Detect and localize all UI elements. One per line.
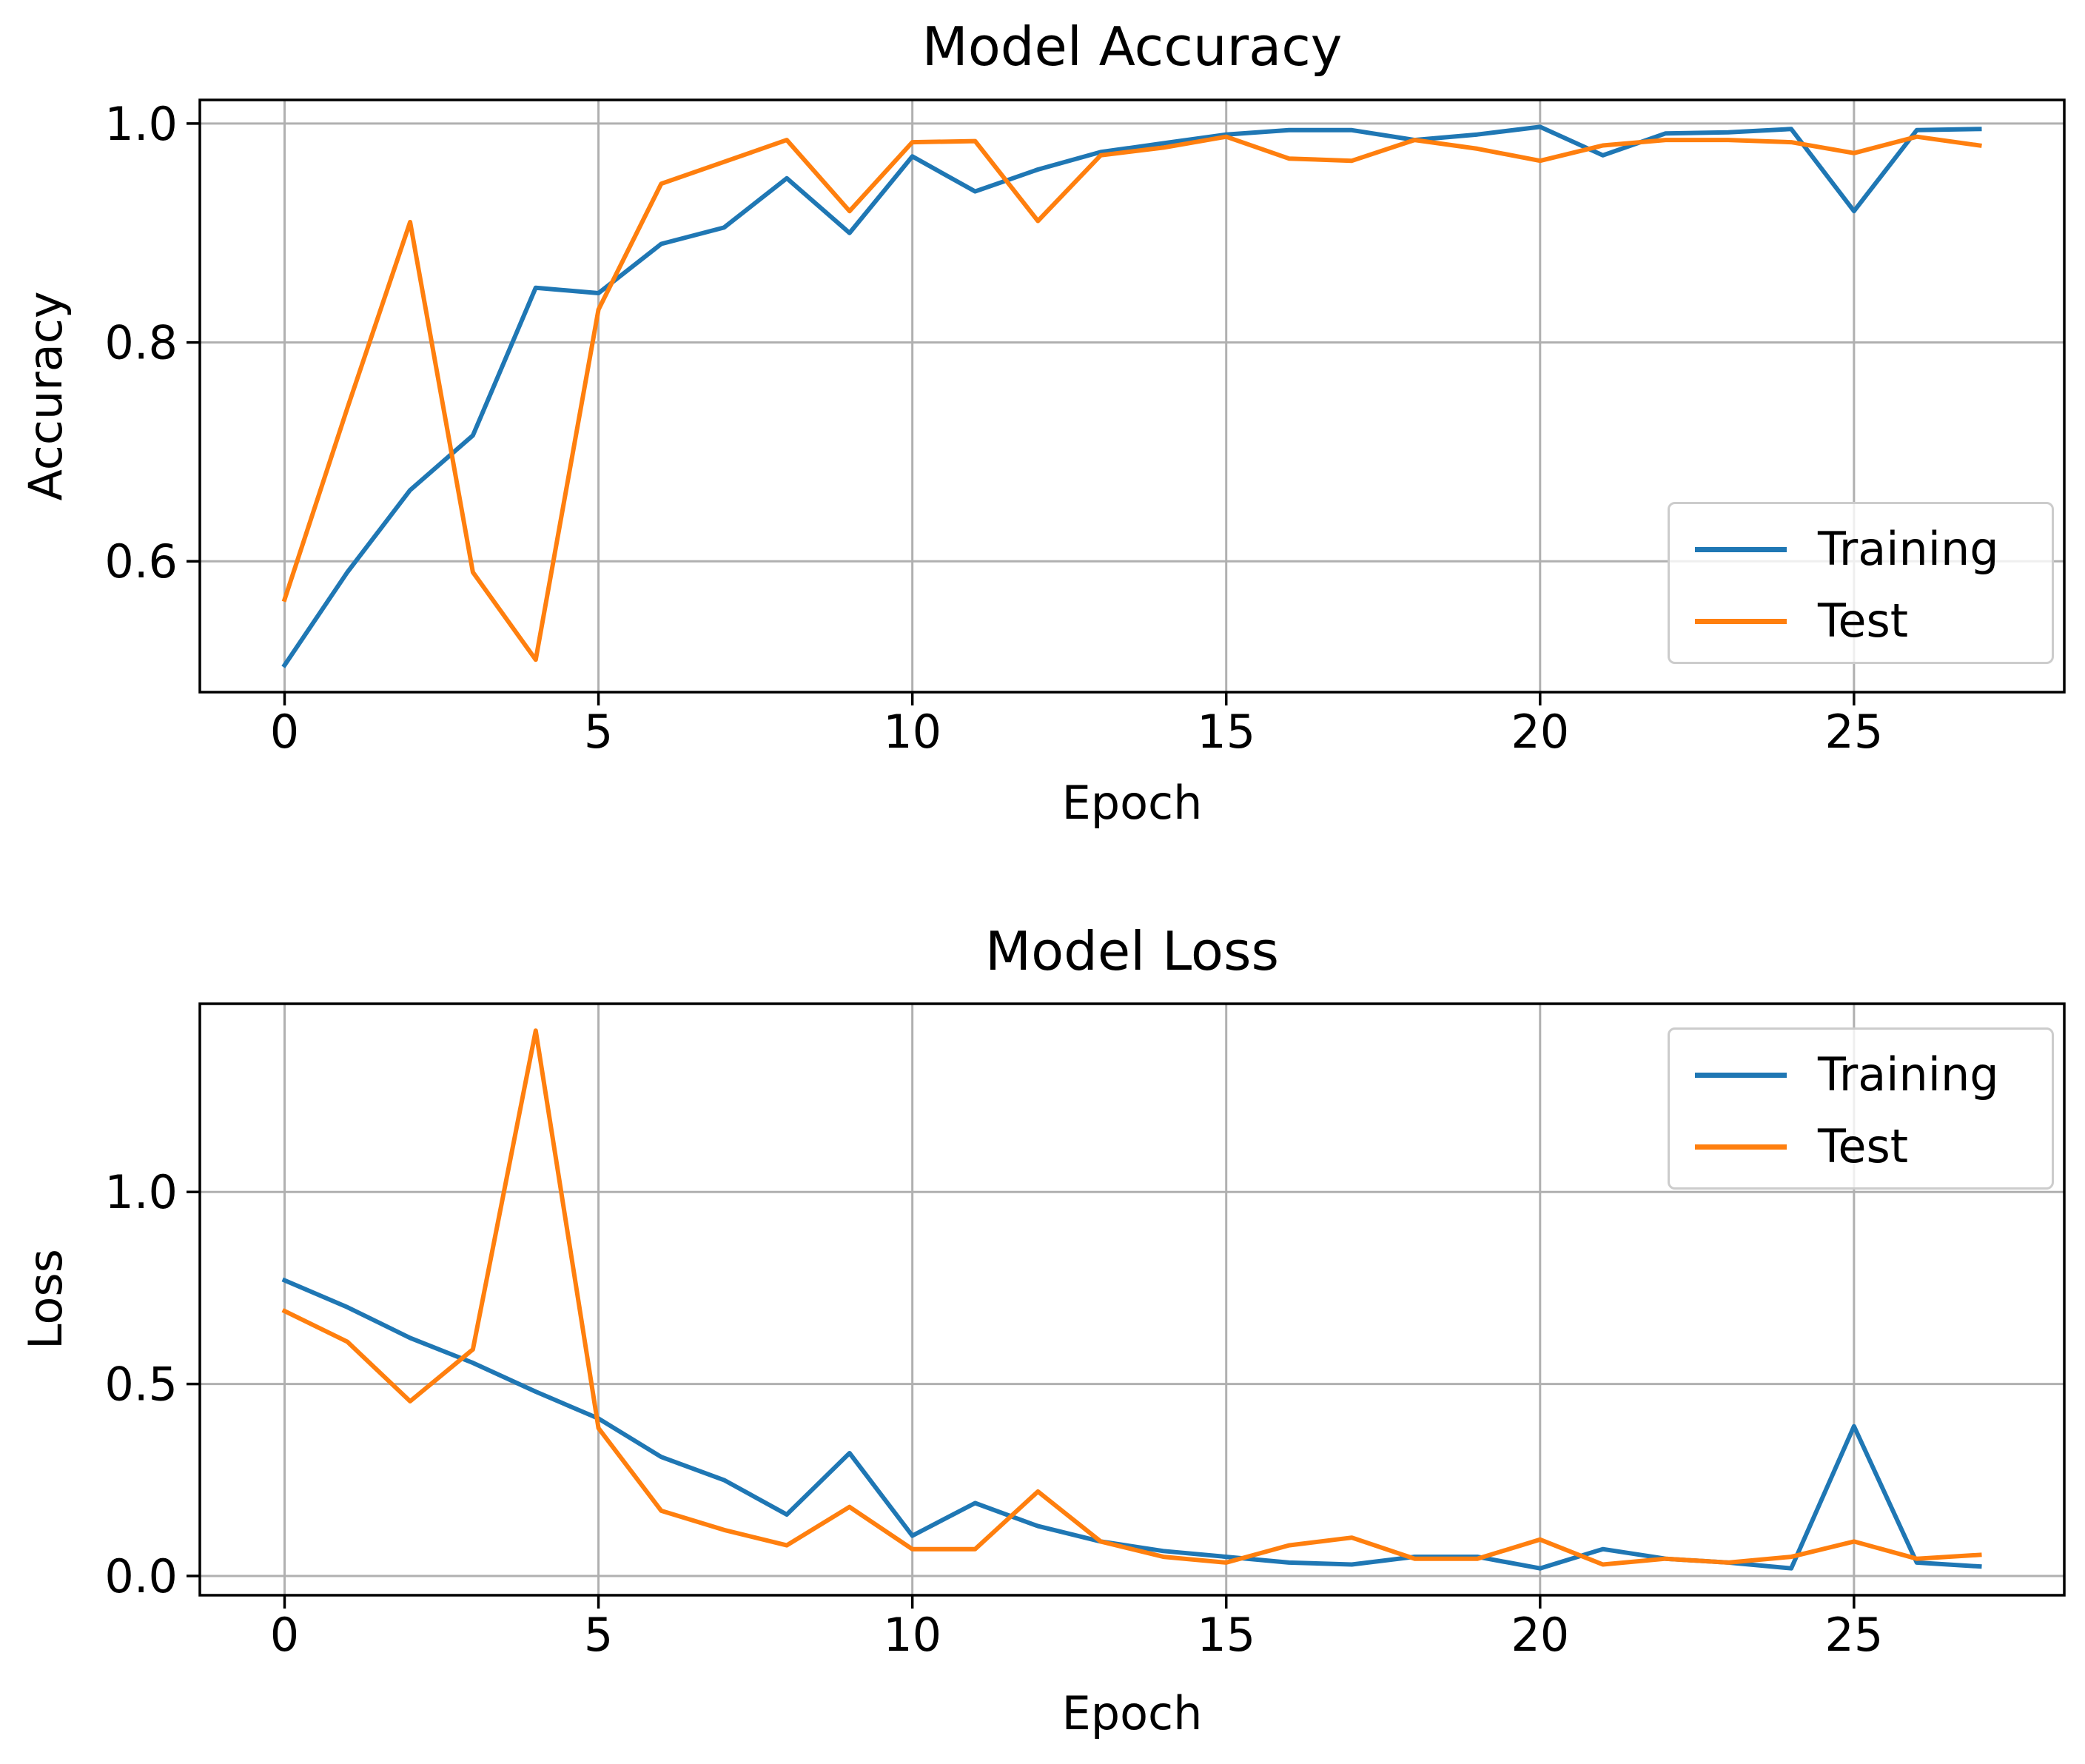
svg-text:20: 20 [1511, 705, 1569, 759]
svg-text:0.5: 0.5 [104, 1358, 178, 1412]
svg-text:0: 0 [270, 705, 299, 759]
svg-text:15: 15 [1197, 1608, 1255, 1662]
svg-text:10: 10 [883, 705, 941, 759]
accuracy-legend: Training Test [1668, 502, 2054, 664]
subplot-1: 0 5 10 15 20 25 0.0 0.5 1.0 [104, 1002, 2066, 1662]
training-line-swatch [1695, 1072, 1787, 1078]
legend-item-training: Training [1695, 1043, 1999, 1107]
training-line-swatch [1695, 546, 1787, 552]
loss-legend: Training Test [1668, 1027, 2054, 1190]
svg-text:25: 25 [1824, 1608, 1883, 1662]
subplot-0: 0 5 10 15 20 25 0.6 0.8 1.0 [104, 97, 2066, 759]
svg-text:0.6: 0.6 [104, 534, 178, 588]
svg-text:5: 5 [584, 1608, 613, 1662]
svg-text:0.0: 0.0 [104, 1549, 178, 1603]
svg-text:10: 10 [883, 1608, 941, 1662]
test-line-swatch [1695, 618, 1787, 624]
svg-text:1.0: 1.0 [104, 1165, 178, 1219]
legend-label-training: Training [1818, 1047, 1999, 1101]
accuracy-y-axis-label: Accuracy [19, 291, 73, 501]
svg-text:20: 20 [1511, 1608, 1569, 1662]
svg-text:5: 5 [584, 705, 613, 759]
svg-text:25: 25 [1824, 705, 1883, 759]
accuracy-title: Model Accuracy [921, 16, 1343, 78]
legend-item-test: Test [1695, 589, 1908, 653]
legend-label-test: Test [1818, 1119, 1909, 1173]
svg-text:0: 0 [270, 1608, 299, 1662]
svg-text:0.8: 0.8 [104, 316, 178, 370]
svg-text:1.0: 1.0 [104, 97, 178, 151]
svg-text:15: 15 [1197, 705, 1255, 759]
loss-y-axis-label: Loss [19, 1249, 73, 1349]
legend-item-training: Training [1695, 517, 1999, 581]
loss-title: Model Loss [985, 920, 1279, 982]
legend-item-test: Test [1695, 1115, 1908, 1178]
accuracy-x-axis-label: Epoch [1061, 776, 1203, 830]
loss-x-axis-label: Epoch [1061, 1686, 1203, 1740]
test-line-swatch [1695, 1144, 1787, 1150]
legend-label-training: Training [1818, 522, 1999, 576]
legend-label-test: Test [1818, 594, 1909, 648]
